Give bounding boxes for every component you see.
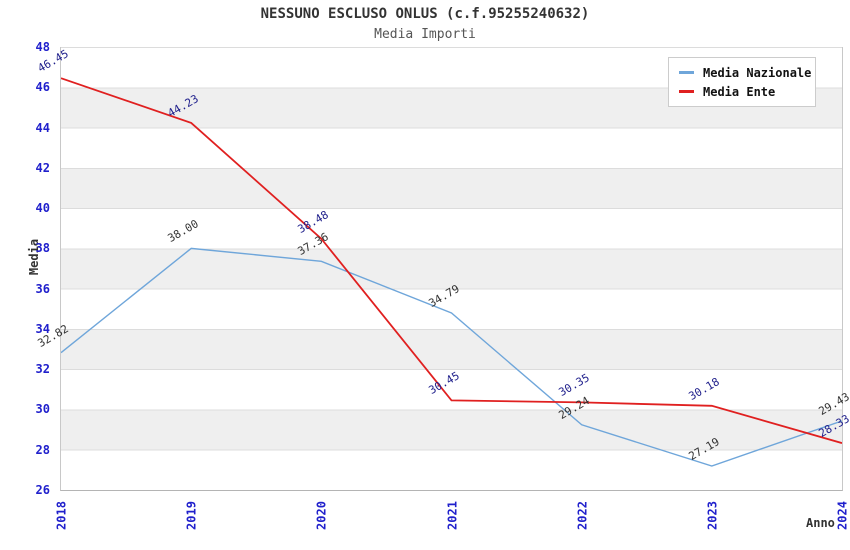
y-tick-label: 26 — [35, 483, 50, 497]
legend-label: Media Ente — [703, 84, 776, 99]
y-tick-label: 38 — [35, 241, 50, 256]
series-line-media-ente — [61, 77, 842, 444]
chart-subtitle: Media Importi — [374, 27, 476, 42]
chart-title: NESSUNO ESCLUSO ONLUS (c.f.95255240632) — [260, 6, 590, 22]
x-tick-label: 2022 — [575, 501, 590, 530]
y-tick-label: 36 — [35, 281, 50, 296]
y-tick-label: 44 — [35, 120, 50, 135]
y-tick-label: 30 — [35, 402, 50, 417]
x-tick-label: 2023 — [705, 501, 720, 530]
x-tick-label: 2019 — [184, 501, 199, 530]
y-tick-label: 48 — [35, 40, 50, 54]
y-tick-label: 46 — [35, 80, 50, 95]
legend-swatch-icon — [679, 71, 694, 74]
legend: Media Nazionale Media Ente — [668, 57, 816, 107]
y-tick-label: 32 — [35, 362, 50, 377]
legend-item: Media Ente — [669, 82, 815, 101]
y-tick-label: 40 — [35, 201, 50, 216]
x-tick-label: 2018 — [54, 501, 69, 530]
x-tick-label: 2024 — [835, 501, 850, 530]
y-tick-label: 42 — [35, 160, 50, 175]
legend-item: Media Nazionale — [669, 63, 815, 82]
x-tick-label: 2020 — [314, 501, 329, 530]
x-axis-label: Anno — [806, 516, 835, 530]
plot-area — [60, 47, 843, 491]
x-tick-label: 2021 — [445, 501, 459, 530]
y-tick-label: 28 — [35, 442, 50, 457]
legend-label: Media Nazionale — [703, 65, 812, 80]
legend-swatch-icon — [679, 90, 694, 93]
y-tick-label: 34 — [35, 321, 50, 336]
series-line-media-nazionale — [61, 247, 842, 467]
